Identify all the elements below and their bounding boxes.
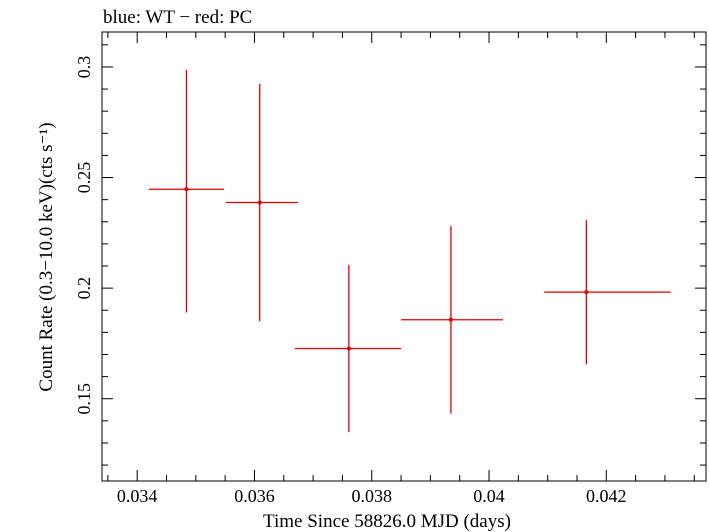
data-point — [544, 219, 671, 365]
point-marker — [184, 187, 189, 192]
data-point — [148, 69, 224, 313]
x-tick-label: 0.038 — [351, 486, 392, 506]
data-point — [225, 83, 298, 322]
y-axis-ticks: 0.3 0.25 0.2 0.15 — [74, 44, 706, 466]
y-tick-label: 0.2 — [74, 277, 94, 300]
chart-title: blue: WT − red: PC — [103, 7, 252, 28]
x-tick-label: 0.042 — [586, 486, 627, 506]
x-axis-label: Time Since 58826.0 MJD (days) — [263, 511, 511, 532]
x-axis-ticks: 0.034 0.036 0.038 0.04 0.042 — [107, 32, 695, 506]
point-marker — [584, 290, 589, 295]
y-tick-label: 0.25 — [74, 162, 94, 194]
point-marker — [257, 200, 262, 205]
point-marker — [448, 317, 453, 322]
data-point — [294, 264, 402, 433]
x-tick-label: 0.036 — [234, 486, 275, 506]
y-tick-label: 0.15 — [74, 383, 94, 415]
x-tick-label: 0.04 — [473, 486, 505, 506]
y-tick-label: 0.3 — [74, 56, 94, 79]
x-tick-label: 0.034 — [117, 486, 158, 506]
plot-frame — [101, 31, 707, 482]
point-marker — [346, 346, 351, 351]
data-points — [148, 69, 671, 433]
y-axis-label: Count Rate (0.3−10.0 keV)(cts s⁻¹) — [36, 122, 57, 391]
data-point — [401, 225, 504, 414]
